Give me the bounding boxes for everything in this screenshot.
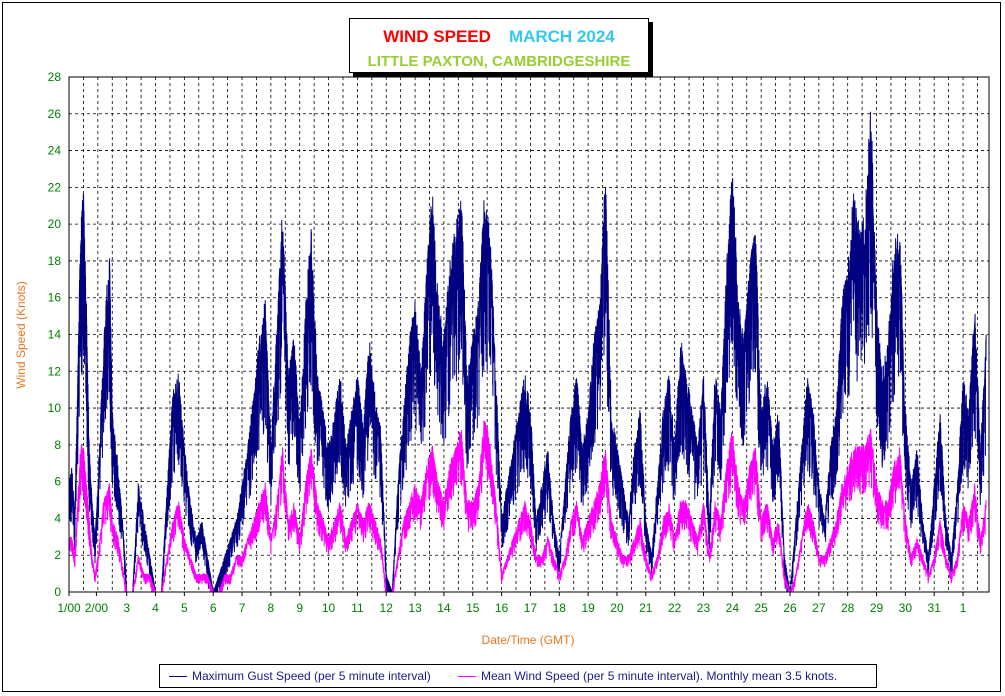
x-tick-label: 22: [668, 601, 682, 615]
x-tick-label: 6: [210, 601, 217, 615]
y-tick-label: 8: [54, 438, 61, 452]
x-tick-label: 24: [726, 601, 740, 615]
y-tick-label: 24: [48, 144, 62, 158]
x-tick-label: 4: [152, 601, 159, 615]
title-month: MARCH 2024: [508, 27, 615, 46]
legend-label-mean: Mean Wind Speed (per 5 minute interval).…: [481, 669, 838, 683]
y-tick-label: 4: [54, 511, 61, 525]
x-tick-label: 18: [553, 601, 567, 615]
x-tick-label: 8: [268, 601, 275, 615]
x-tick-label: 16: [495, 601, 509, 615]
y-tick-label: 10: [48, 401, 62, 415]
x-tick-label: 13: [408, 601, 422, 615]
y-tick-label: 28: [48, 70, 62, 84]
x-tick-label: 26: [783, 601, 797, 615]
y-tick-label: 16: [48, 291, 62, 305]
series-line-mean: [68, 420, 987, 593]
x-tick-label: 11: [351, 601, 364, 615]
series-group: [68, 111, 987, 593]
legend-item-mean: Mean Wind Speed (per 5 minute interval).…: [458, 669, 837, 683]
x-tick-label: 19: [581, 601, 595, 615]
x-tick-label: 12: [380, 601, 394, 615]
plot-area-border: [68, 76, 990, 593]
series-line-gust: [68, 111, 987, 593]
x-tick-label: 9: [296, 601, 303, 615]
y-tick-label: 12: [48, 364, 62, 378]
title-wind-speed: WIND SPEED: [383, 27, 491, 46]
x-tick-label: 1: [960, 601, 967, 615]
x-tick-label: 7: [239, 601, 246, 615]
y-tick-label: 18: [48, 254, 62, 268]
legend: Maximum Gust Speed (per 5 minute interva…: [159, 664, 877, 688]
legend-swatch-gust: [169, 676, 187, 678]
x-tick-label: 14: [437, 601, 451, 615]
chart-title: WIND SPEED MARCH 2024: [350, 27, 648, 47]
x-tick-label: 15: [466, 601, 480, 615]
x-tick-label: 29: [870, 601, 884, 615]
x-tick-label: 3: [123, 601, 130, 615]
legend-item-gust: Maximum Gust Speed (per 5 minute interva…: [169, 669, 431, 683]
grid: [69, 77, 989, 592]
x-tick-label: 10: [322, 601, 336, 615]
x-tick-label: 31: [928, 601, 942, 615]
x-axis-label: Date/Time (GMT): [482, 633, 575, 647]
x-tick-label: 30: [899, 601, 913, 615]
x-axis-ticks: 1/00 2/00 3 4 5 6 7 8 9 10 11 12 13 14 15 16 17 18 19 20 21 2…: [57, 592, 967, 615]
y-tick-label: 6: [54, 475, 61, 489]
x-tick-label: 25: [754, 601, 768, 615]
x-tick-label: 1/00: [57, 601, 81, 615]
x-tick-label: 28: [841, 601, 855, 615]
x-tick-label: 21: [639, 601, 653, 615]
x-tick-label: 5: [181, 601, 188, 615]
y-tick-label: 2: [54, 548, 61, 562]
x-tick-label: 23: [697, 601, 711, 615]
legend-swatch-mean: [458, 676, 476, 678]
y-tick-label: 14: [48, 328, 62, 342]
chart-subtitle: LITTLE PAXTON, CAMBRIDGESHIRE: [367, 53, 631, 70]
x-tick-label: 20: [610, 601, 624, 615]
y-tick-label: 22: [48, 180, 62, 194]
y-axis-label: Wind Speed (Knots): [14, 281, 28, 388]
x-tick-label: 27: [812, 601, 826, 615]
title-box: WIND SPEED MARCH 2024 LITTLE PAXTON, CAMB…: [349, 18, 649, 73]
x-tick-label: 2/00: [85, 601, 109, 615]
y-tick-label: 26: [48, 107, 62, 121]
x-tick-label: 17: [524, 601, 538, 615]
y-tick-label: 20: [48, 217, 62, 231]
legend-label-gust: Maximum Gust Speed (per 5 minute interva…: [192, 669, 431, 683]
y-tick-label: 0: [54, 585, 61, 599]
